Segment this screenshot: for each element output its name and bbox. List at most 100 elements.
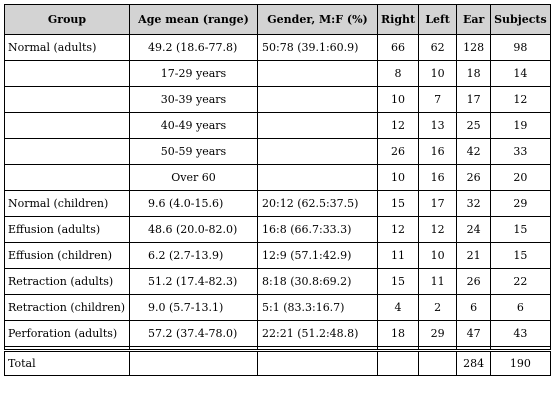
header-group: Group <box>4 4 130 35</box>
cell-age: 49.2 (18.6-77.8) <box>129 34 258 61</box>
cell-left: 10 <box>418 242 458 269</box>
total-separator <box>4 346 551 352</box>
cell-group: Retraction (children) <box>4 294 130 321</box>
table-container: Group Age mean (range) Gender, M:F (%) R… <box>4 4 551 376</box>
cell-right: 10 <box>376 86 420 113</box>
table-row: Normal (children) 9.6 (4.0-15.6) 20:12 (62… <box>4 190 551 217</box>
total-row: Total 284 190 <box>4 350 551 376</box>
cell-ear: 47 <box>456 320 492 347</box>
cell-gender: 8:18 (30.8:69.2) <box>257 268 378 295</box>
cell-group <box>4 112 130 139</box>
cell-subjects: 98 <box>490 34 551 61</box>
cell-age: 17-29 years <box>129 60 258 87</box>
cell-age: 9.0 (5.7-13.1) <box>129 294 258 321</box>
cell-ear: 18 <box>456 60 492 87</box>
cell-right: 11 <box>376 242 420 269</box>
cell-ear: 6 <box>456 294 492 321</box>
cell-ear: 21 <box>456 242 492 269</box>
table-row: Effusion (children) 6.2 (2.7-13.9) 12:9 (5… <box>4 242 551 269</box>
cell-subjects: 43 <box>490 320 551 347</box>
cell-group: Effusion (children) <box>4 242 130 269</box>
cell-subjects: 20 <box>490 164 551 191</box>
cell-group <box>4 60 130 87</box>
cell-right: 12 <box>376 216 420 243</box>
separator-cell <box>376 346 420 352</box>
cell-gender: 12:9 (57.1:42.9) <box>257 242 378 269</box>
cell-group <box>4 86 130 113</box>
table-body: Normal (adults) 49.2 (18.6-77.8) 50:78 (39… <box>4 34 551 376</box>
table-row: Effusion (adults) 48.6 (20.0-82.0) 16:8 (6… <box>4 216 551 243</box>
separator-cell <box>456 346 492 352</box>
cell-ear: 17 <box>456 86 492 113</box>
cell-ear: 26 <box>456 268 492 295</box>
separator-cell <box>490 346 551 352</box>
cell-subjects: 12 <box>490 86 551 113</box>
header-age: Age mean (range) <box>129 4 258 35</box>
cell-gender <box>257 164 378 191</box>
cell-gender <box>257 60 378 87</box>
cell-gender: 5:1 (83.3:16.7) <box>257 294 378 321</box>
header-row: Group Age mean (range) Gender, M:F (%) R… <box>4 4 551 35</box>
cell-subjects: 14 <box>490 60 551 87</box>
table-row: 50-59 years 26 16 42 33 <box>4 138 551 165</box>
header-ear: Ear <box>456 4 492 35</box>
cell-age: 57.2 (37.4-78.0) <box>129 320 258 347</box>
cell-age: 50-59 years <box>129 138 258 165</box>
cell-gender: 20:12 (62.5:37.5) <box>257 190 378 217</box>
data-table: Group Age mean (range) Gender, M:F (%) R… <box>4 4 551 376</box>
table-row: 17-29 years 8 10 18 14 <box>4 60 551 87</box>
cell-subjects: 33 <box>490 138 551 165</box>
header-gender: Gender, M:F (%) <box>257 4 378 35</box>
cell-age: 48.6 (20.0-82.0) <box>129 216 258 243</box>
cell-age: 30-39 years <box>129 86 258 113</box>
cell-left: 62 <box>418 34 458 61</box>
cell-gender <box>257 112 378 139</box>
table-row: Perforation (adults) 57.2 (37.4-78.0) 22:2… <box>4 320 551 347</box>
cell-group: Perforation (adults) <box>4 320 130 347</box>
cell-right: 15 <box>376 190 420 217</box>
cell-group: Effusion (adults) <box>4 216 130 243</box>
cell-age: 40-49 years <box>129 112 258 139</box>
header-left: Left <box>418 4 458 35</box>
cell-ear: 24 <box>456 216 492 243</box>
cell-ear: 128 <box>456 34 492 61</box>
cell-age: Over 60 <box>129 164 258 191</box>
header-subjects: Subjects <box>490 4 551 35</box>
cell-left: 16 <box>418 138 458 165</box>
total-cell-ear: 284 <box>456 350 492 376</box>
cell-gender <box>257 138 378 165</box>
table-row: 30-39 years 10 7 17 12 <box>4 86 551 113</box>
cell-subjects: 15 <box>490 242 551 269</box>
cell-left: 12 <box>418 216 458 243</box>
cell-age: 51.2 (17.4-82.3) <box>129 268 258 295</box>
cell-left: 13 <box>418 112 458 139</box>
cell-left: 11 <box>418 268 458 295</box>
cell-group <box>4 138 130 165</box>
cell-group <box>4 164 130 191</box>
cell-subjects: 29 <box>490 190 551 217</box>
total-cell-age <box>129 350 258 376</box>
cell-right: 8 <box>376 60 420 87</box>
cell-group: Normal (children) <box>4 190 130 217</box>
cell-right: 66 <box>376 34 420 61</box>
header-right: Right <box>376 4 420 35</box>
total-cell-subjects: 190 <box>490 350 551 376</box>
total-cell-left <box>418 350 458 376</box>
cell-right: 12 <box>376 112 420 139</box>
total-cell-group: Total <box>4 350 130 376</box>
cell-group: Retraction (adults) <box>4 268 130 295</box>
cell-right: 26 <box>376 138 420 165</box>
table-row: Retraction (children) 9.0 (5.7-13.1) 5:1 (… <box>4 294 551 321</box>
cell-left: 17 <box>418 190 458 217</box>
cell-age: 6.2 (2.7-13.9) <box>129 242 258 269</box>
cell-gender: 50:78 (39.1:60.9) <box>257 34 378 61</box>
total-cell-right <box>376 350 420 376</box>
cell-gender: 16:8 (66.7:33.3) <box>257 216 378 243</box>
cell-age: 9.6 (4.0-15.6) <box>129 190 258 217</box>
cell-ear: 25 <box>456 112 492 139</box>
cell-left: 10 <box>418 60 458 87</box>
cell-ear: 42 <box>456 138 492 165</box>
cell-subjects: 22 <box>490 268 551 295</box>
cell-subjects: 15 <box>490 216 551 243</box>
table-row: Over 60 10 16 26 20 <box>4 164 551 191</box>
